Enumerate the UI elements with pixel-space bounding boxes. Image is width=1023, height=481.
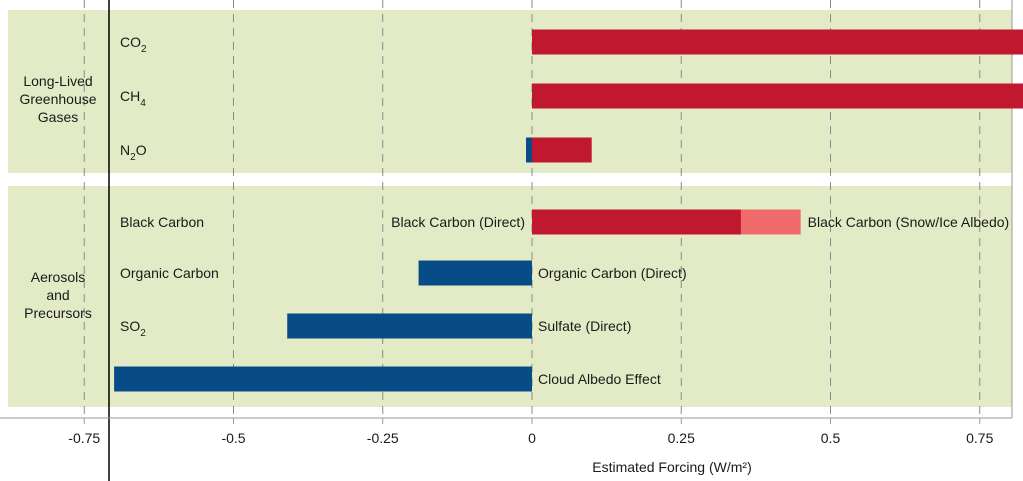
tick-label: 0.25: [668, 430, 695, 446]
bar: [114, 366, 532, 392]
bar-annotation: Black Carbon (Snow/Ice Albedo): [808, 214, 1010, 230]
bar: [532, 83, 1023, 109]
tick-label: -0.25: [367, 430, 399, 446]
category-label: CH4: [120, 88, 146, 109]
bar: [532, 29, 1023, 55]
group-label: Long-Lived: [23, 73, 92, 89]
tick-label: -0.75: [68, 430, 100, 446]
bar: [532, 209, 741, 235]
x-axis-label: Estimated Forcing (W/m²): [592, 459, 751, 475]
bar: [418, 260, 532, 286]
category-label: Black Carbon: [120, 214, 204, 230]
bar-annotation: Sulfate (Direct): [538, 318, 631, 334]
bar-annotation: Cloud Albedo Effect: [538, 371, 661, 387]
category-label: Organic Carbon: [120, 265, 219, 281]
tick-label: 0.5: [821, 430, 841, 446]
group-label: Precursors: [24, 305, 92, 321]
category-label: SO2: [120, 318, 146, 339]
group-label: Greenhouse: [19, 91, 96, 107]
group-label: and: [46, 287, 69, 303]
bar: [740, 209, 801, 235]
tick-label: -0.5: [221, 430, 245, 446]
bar: [532, 137, 592, 163]
tick-label: 0: [528, 430, 536, 446]
category-label: N2O: [120, 142, 147, 163]
group-label: Gases: [38, 109, 78, 125]
bar-annotation: Black Carbon (Direct): [391, 214, 525, 230]
bar: [526, 137, 532, 163]
category-label: CO2: [120, 34, 147, 55]
bar: [287, 313, 532, 339]
tick-label: 0.75: [966, 430, 993, 446]
bar-annotation: Organic Carbon (Direct): [538, 265, 687, 281]
group-label: Aerosols: [31, 269, 85, 285]
